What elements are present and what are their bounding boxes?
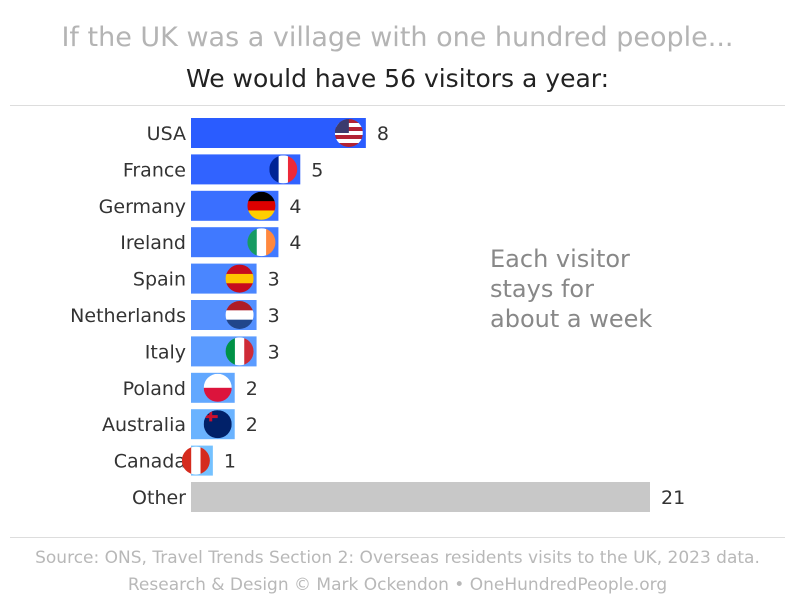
source-text: Source: ONS, Travel Trends Section 2: Ov… <box>35 548 760 568</box>
us-flag-icon <box>334 119 363 147</box>
category-label: Germany <box>99 196 186 218</box>
value-label: 5 <box>311 159 323 181</box>
category-label: Netherlands <box>70 305 186 327</box>
category-label: France <box>123 159 186 181</box>
value-label: 2 <box>246 378 258 400</box>
australia-flag-icon <box>203 410 232 439</box>
divider <box>10 537 785 538</box>
poland-flag-icon <box>203 373 232 402</box>
value-label: 1 <box>224 451 236 473</box>
annotation-line: stays for <box>490 275 594 303</box>
category-label: Poland <box>123 378 186 400</box>
value-label: 4 <box>289 196 301 218</box>
category-label: Canada <box>114 451 186 473</box>
annotation-line: about a week <box>490 305 653 333</box>
title: If the UK was a village with one hundred… <box>61 22 734 53</box>
value-label: 2 <box>246 414 258 436</box>
value-label: 3 <box>268 341 280 363</box>
value-label: 21 <box>661 487 685 509</box>
category-label: Ireland <box>120 232 186 254</box>
category-label: Other <box>132 487 186 509</box>
subtitle: We would have 56 visitors a year: <box>185 64 610 93</box>
france-flag-icon <box>269 155 298 184</box>
canada-flag-icon <box>181 446 210 475</box>
category-label: USA <box>147 123 186 145</box>
germany-flag-icon <box>247 191 276 220</box>
annotation: Each visitor stays for about a week <box>490 244 690 334</box>
ireland-flag-icon <box>247 228 276 257</box>
bar-other <box>191 482 650 512</box>
credit-text: Research & Design © Mark Ockendon • OneH… <box>127 575 668 595</box>
value-label: 4 <box>289 232 301 254</box>
value-label: 8 <box>377 123 389 145</box>
netherlands-flag-icon <box>225 301 254 329</box>
annotation-line: Each visitor <box>490 245 630 273</box>
value-label: 3 <box>268 305 280 327</box>
category-label: Spain <box>133 269 186 291</box>
category-label: Italy <box>145 341 186 363</box>
category-label: Australia <box>102 414 186 436</box>
divider <box>10 105 785 106</box>
value-label: 3 <box>268 269 280 291</box>
spain-flag-icon <box>225 264 254 293</box>
italy-flag-icon <box>225 337 254 366</box>
